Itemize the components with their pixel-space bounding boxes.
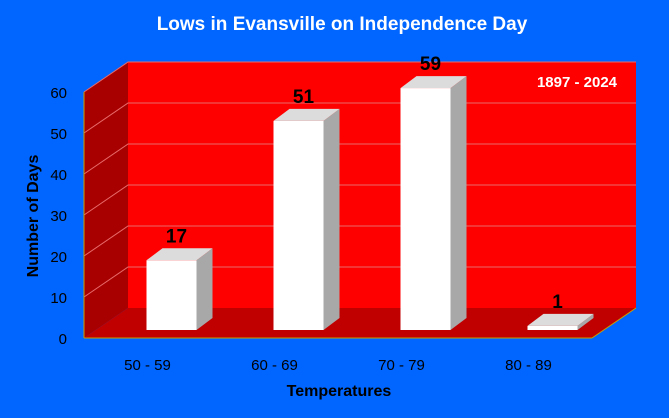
y-tick-label: 30 xyxy=(50,208,67,225)
x-tick-label: 60 - 69 xyxy=(251,357,298,374)
gridline xyxy=(83,184,636,216)
bar xyxy=(146,248,213,330)
bar xyxy=(400,76,467,330)
bar-side xyxy=(323,108,340,331)
bar-top xyxy=(400,76,467,89)
x-tick-label: 50 - 59 xyxy=(124,357,171,374)
plot-area xyxy=(83,61,637,339)
bar-front xyxy=(400,88,451,330)
floor xyxy=(84,308,636,338)
chart-subtitle: 1897 - 2024 xyxy=(537,74,618,91)
y-tick-label: 20 xyxy=(50,249,67,266)
gridline xyxy=(83,102,636,134)
y-axis-title: Number of Days xyxy=(25,155,42,278)
data-label: 17 xyxy=(166,226,187,247)
bar-top xyxy=(273,108,340,121)
floor-edge xyxy=(591,307,637,339)
data-label: 1 xyxy=(552,292,563,313)
bar-top xyxy=(527,313,594,326)
y-tick-label: 10 xyxy=(50,290,67,307)
gridline xyxy=(83,225,636,257)
bar-front xyxy=(527,325,578,330)
y-tick-label: 40 xyxy=(50,167,67,184)
bar-front xyxy=(146,260,197,330)
bars: 17 51 59 1 xyxy=(146,54,594,331)
x-tick-label: 80 - 89 xyxy=(505,357,552,374)
data-label: 51 xyxy=(293,87,315,108)
x-axis-title: Temperatures xyxy=(287,383,392,400)
y-tick-label: 0 xyxy=(59,331,67,348)
bar xyxy=(273,108,340,331)
y-tick-label: 60 xyxy=(50,85,67,102)
bar-side xyxy=(450,76,467,330)
bar-side xyxy=(577,313,594,330)
bar-top xyxy=(146,248,213,261)
data-label: 59 xyxy=(420,54,441,75)
gridline xyxy=(83,266,636,298)
x-tick-label: 70 - 79 xyxy=(378,357,425,374)
gridline xyxy=(83,143,636,175)
bar xyxy=(527,313,594,330)
bar-front xyxy=(273,120,324,331)
axis-ticks: 0 10 20 30 40 50 60 50 - 59 60 - 69 70 - 79 80 - 8… xyxy=(50,85,552,374)
chart-title: Lows in Evansville on Independence Day xyxy=(157,14,528,35)
y-tick-label: 50 xyxy=(50,126,67,143)
bar-side xyxy=(196,248,213,330)
gridline xyxy=(83,61,636,93)
